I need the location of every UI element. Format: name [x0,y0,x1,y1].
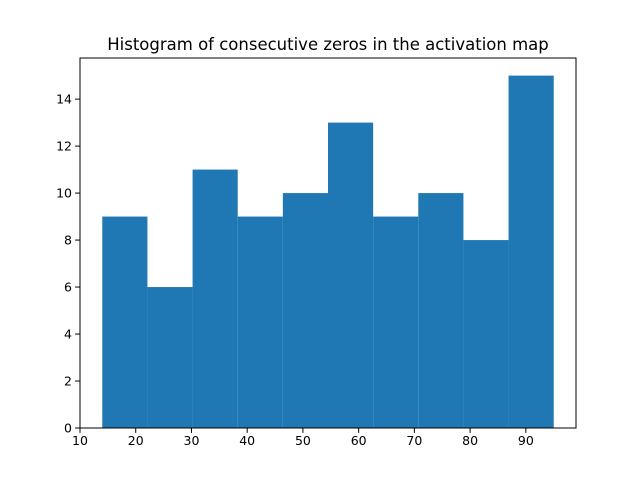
y-tick-label: 6 [64,280,72,295]
histogram-bar [237,216,283,428]
y-tick-label: 0 [64,421,72,436]
x-axis-ticks: 10 20 30 40 50 60 70 80 90 [72,428,534,448]
histogram-bar [508,75,554,428]
histogram-bar [102,216,148,428]
x-tick-label: 10 [72,433,88,448]
histogram-bar [282,193,328,428]
y-tick-label: 10 [56,186,72,201]
histogram-bar [192,169,238,429]
x-tick-label: 20 [128,433,144,448]
y-tick-label: 4 [64,327,72,342]
chart-title: Histogram of consecutive zeros in the ac… [107,35,549,54]
x-tick-label: 50 [295,433,311,448]
x-tick-label: 30 [184,433,200,448]
histogram-bar [328,122,374,428]
x-tick-label: 40 [239,433,255,448]
x-tick-label: 80 [462,433,478,448]
plot-frame [79,57,577,429]
y-tick-label: 14 [56,92,72,107]
histogram-bar [463,240,509,428]
y-tick-label: 8 [64,233,72,248]
y-axis-ticks: 0 2 4 6 8 10 12 14 [56,92,80,436]
y-tick-label: 12 [56,139,72,154]
histogram-bar [147,287,193,428]
x-tick-label: 90 [518,433,534,448]
histogram-bar [418,193,464,428]
histogram-bar [373,216,419,428]
bars-group [102,75,554,429]
y-tick-label: 2 [64,374,72,389]
x-tick-label: 60 [351,433,367,448]
x-tick-label: 70 [406,433,422,448]
